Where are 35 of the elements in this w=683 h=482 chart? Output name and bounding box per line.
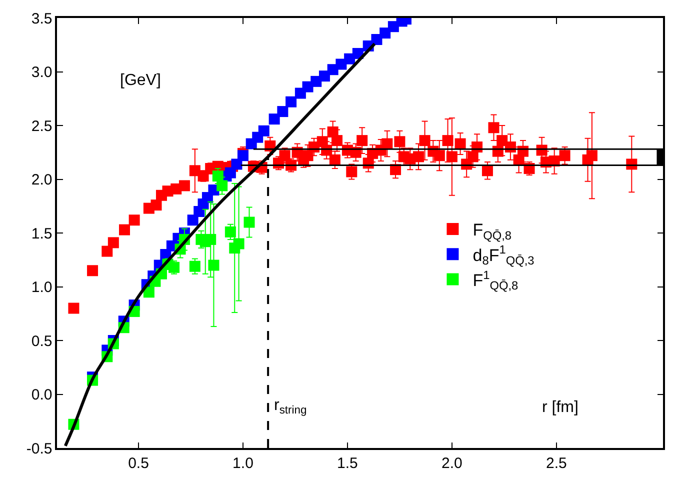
- point: [212, 170, 224, 182]
- x-tick-label: 2.0: [442, 454, 462, 472]
- point: [233, 238, 244, 250]
- point: [224, 226, 236, 238]
- point: [216, 180, 228, 192]
- point: [380, 28, 391, 39]
- point: [286, 96, 297, 108]
- point: [258, 125, 270, 136]
- y-tick-label: -0.5: [26, 440, 52, 458]
- y-tick-label: 3.0: [31, 64, 52, 81]
- point: [244, 216, 255, 228]
- point: [205, 234, 216, 245]
- point: [318, 70, 330, 82]
- ref-line-label: r$_{string}$: [274, 397, 307, 416]
- y-tick-label: 2.0: [31, 172, 52, 188]
- legend-label: F$_{QQ̄,8}$: [472, 220, 512, 242]
- point: [189, 260, 200, 272]
- x-axis-title: r [fm]: [542, 399, 578, 416]
- y-tick-label: 0.5: [31, 332, 52, 350]
- y-tick-label: 1.5: [31, 225, 52, 242]
- y-tick-label: 0.0: [31, 386, 52, 404]
- point: [268, 114, 280, 125]
- point: [143, 286, 154, 298]
- point: [224, 167, 236, 178]
- x-tick-label: 0.5: [128, 454, 149, 472]
- x-tick-label: 1.5: [337, 454, 358, 472]
- point: [208, 260, 220, 271]
- y-tick-label: 1.0: [31, 279, 52, 296]
- y-tick-label: 2.5: [31, 118, 52, 135]
- x-tick-label: 1.0: [232, 454, 254, 472]
- point: [277, 106, 288, 118]
- x-tick-label: 2.5: [546, 454, 567, 472]
- y-tick-label: 3.5: [31, 10, 52, 28]
- y-axis-title: [GeV]: [120, 72, 161, 89]
- point: [237, 150, 248, 162]
